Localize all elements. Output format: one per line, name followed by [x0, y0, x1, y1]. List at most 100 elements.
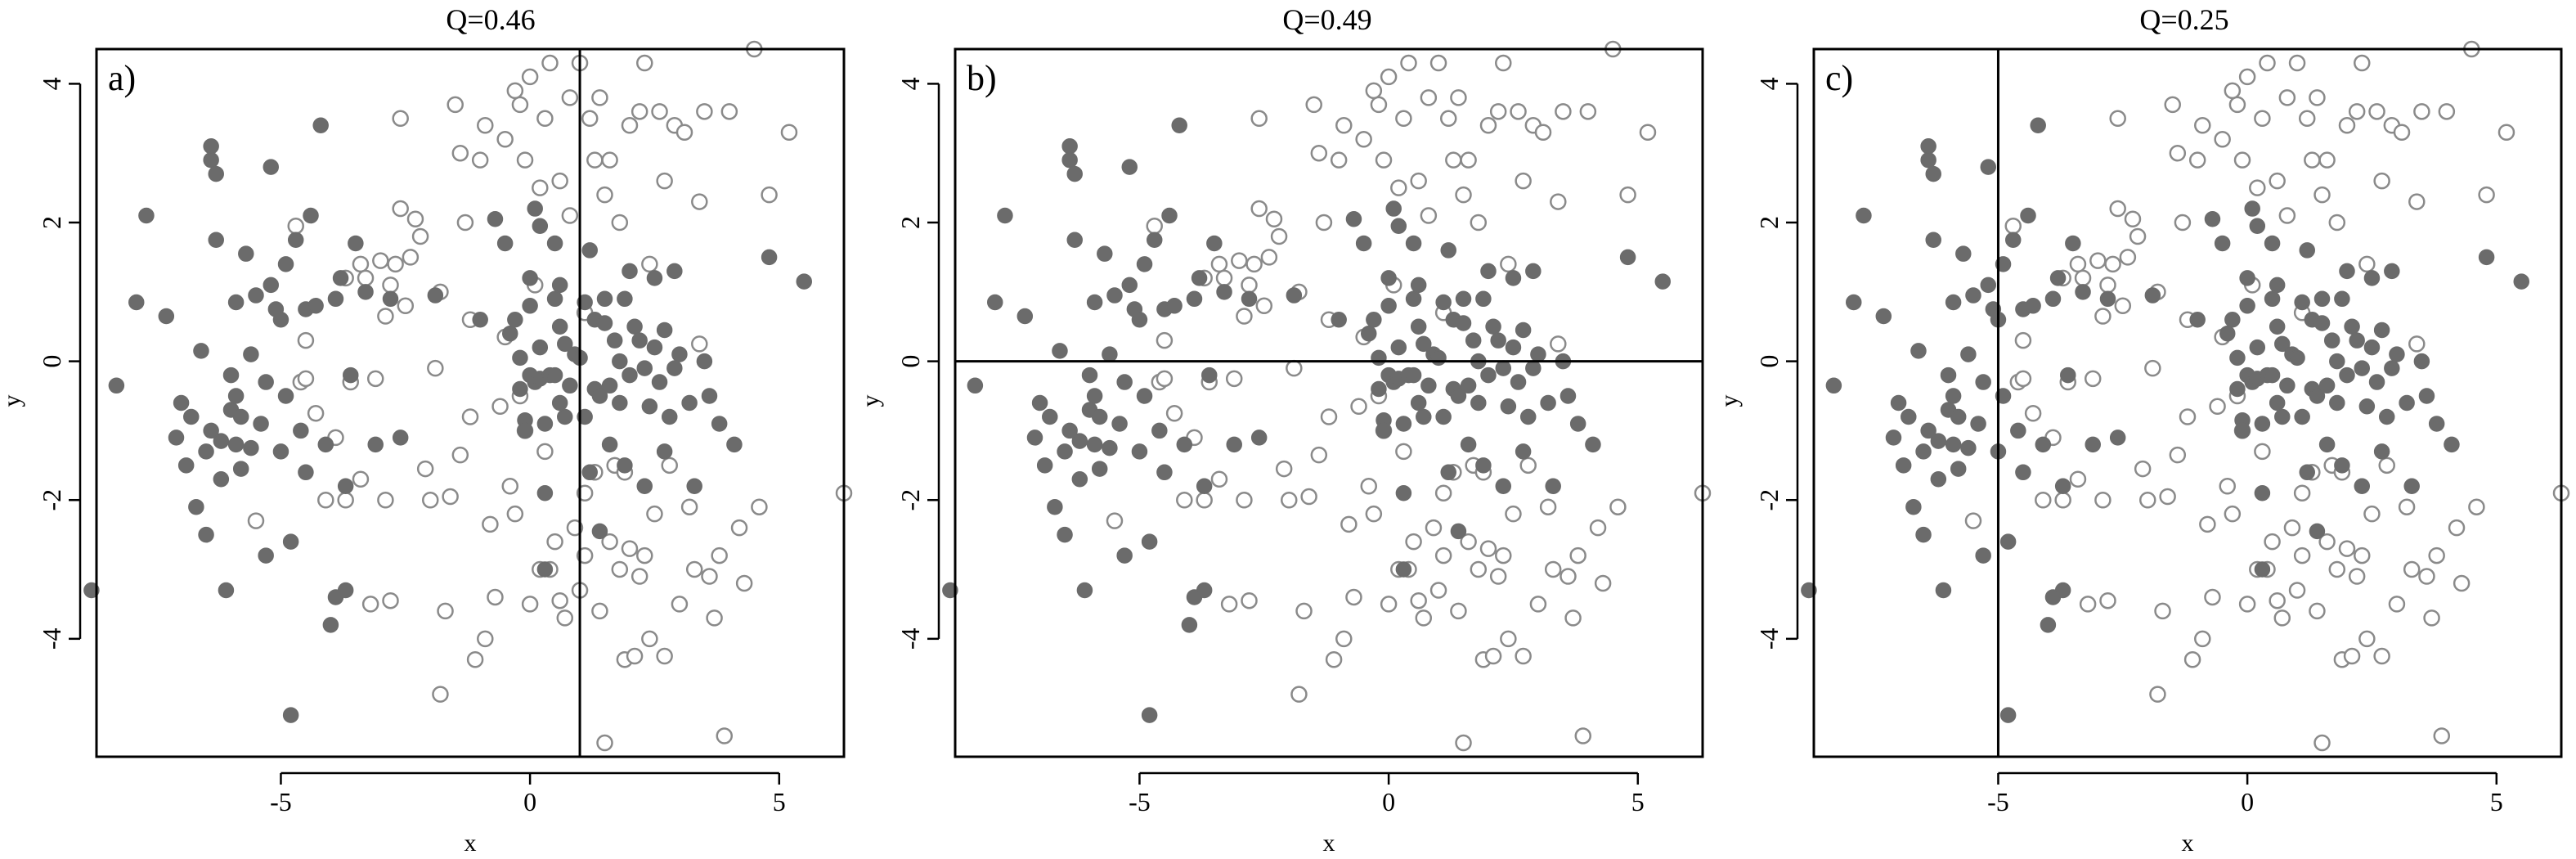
open-point [2149, 686, 2166, 703]
filled-point [1161, 207, 1178, 224]
open-point [611, 560, 629, 578]
filled-point [512, 380, 528, 398]
filled-point [1076, 582, 1093, 599]
open-point [1420, 89, 1438, 106]
open-point [1500, 255, 1517, 273]
filled-point [1525, 263, 1542, 280]
filled-point [138, 207, 155, 224]
open-point [1434, 484, 1452, 501]
filled-point [1097, 245, 1113, 262]
filled-point [651, 374, 668, 390]
filled-point [1086, 294, 1103, 311]
open-point [621, 540, 639, 557]
open-point [2074, 269, 2092, 287]
open-point [1295, 602, 1313, 620]
open-point [1265, 210, 1283, 228]
open-point [1495, 54, 1512, 72]
open-point [397, 297, 415, 315]
open-point [1560, 568, 1577, 585]
open-point [751, 498, 768, 515]
filled-point [1970, 416, 1986, 432]
open-point [626, 647, 644, 665]
open-point [287, 218, 304, 235]
open-point [2428, 546, 2445, 564]
filled-point [1141, 707, 1158, 723]
open-point [1434, 546, 1452, 564]
filled-point [967, 377, 984, 394]
filled-point [1057, 443, 1073, 460]
filled-point [1355, 235, 1372, 252]
open-point [2388, 596, 2406, 613]
open-point [2079, 596, 2097, 613]
filled-point [1061, 151, 1078, 169]
filled-point [1057, 526, 1073, 543]
open-point [1220, 596, 1238, 613]
filled-point [1395, 561, 1412, 578]
open-point [2398, 498, 2416, 515]
filled-point [617, 290, 633, 308]
filled-point [1920, 137, 1936, 155]
open-point [1270, 227, 1288, 245]
filled-point [557, 408, 573, 425]
open-point [636, 546, 653, 564]
filled-point [1410, 318, 1427, 335]
open-point [2054, 491, 2071, 509]
open-point [2269, 591, 2286, 609]
open-point [1210, 470, 1228, 488]
filled-point [277, 388, 294, 404]
filled-point [277, 256, 294, 272]
y-tick-label: 4 [1754, 77, 1784, 90]
filled-point [1102, 439, 1118, 456]
filled-point [198, 526, 214, 543]
filled-point [2384, 360, 2400, 376]
filled-point [536, 484, 554, 501]
filled-point [2239, 298, 2255, 314]
panel-a-label: a) [108, 58, 136, 98]
filled-point [1131, 311, 1148, 328]
filled-point [1106, 287, 1123, 304]
filled-point [997, 207, 1013, 224]
filled-point [2244, 200, 2260, 217]
filled-point [546, 235, 563, 252]
open-point [1241, 591, 1258, 609]
filled-point [1036, 457, 1053, 474]
filled-point [496, 235, 514, 252]
filled-point [1480, 367, 1497, 384]
open-point [1619, 186, 1636, 204]
open-point [680, 498, 698, 515]
filled-point [1515, 443, 1532, 460]
filled-point [2403, 478, 2420, 495]
filled-point [2358, 398, 2376, 415]
filled-point [2344, 318, 2360, 335]
filled-point [1410, 394, 1427, 412]
open-point [516, 151, 534, 169]
filled-point [517, 422, 533, 439]
filled-point [272, 443, 289, 460]
open-point [1550, 193, 1567, 210]
filled-point [1965, 287, 1981, 304]
open-point [2014, 370, 2032, 388]
filled-point [2229, 349, 2246, 367]
filled-point [942, 582, 958, 599]
open-point [706, 609, 723, 627]
filled-point [2323, 332, 2340, 349]
open-point [1320, 408, 1338, 425]
filled-point [1519, 408, 1537, 425]
open-point [2089, 252, 2107, 269]
filled-point [218, 582, 235, 599]
open-point [591, 602, 608, 620]
open-point [2183, 651, 2201, 668]
filled-point [1915, 526, 1932, 543]
filled-point [1930, 433, 1947, 449]
open-point [247, 512, 265, 529]
filled-point [1151, 422, 1168, 439]
open-point [317, 491, 334, 509]
filled-point [1061, 137, 1078, 155]
filled-point [1435, 294, 1452, 311]
open-point [521, 68, 539, 86]
filled-point [1196, 582, 1213, 599]
filled-point [661, 408, 678, 425]
filled-point [1176, 436, 1193, 453]
filled-point [1131, 443, 1148, 460]
filled-point [272, 311, 289, 328]
